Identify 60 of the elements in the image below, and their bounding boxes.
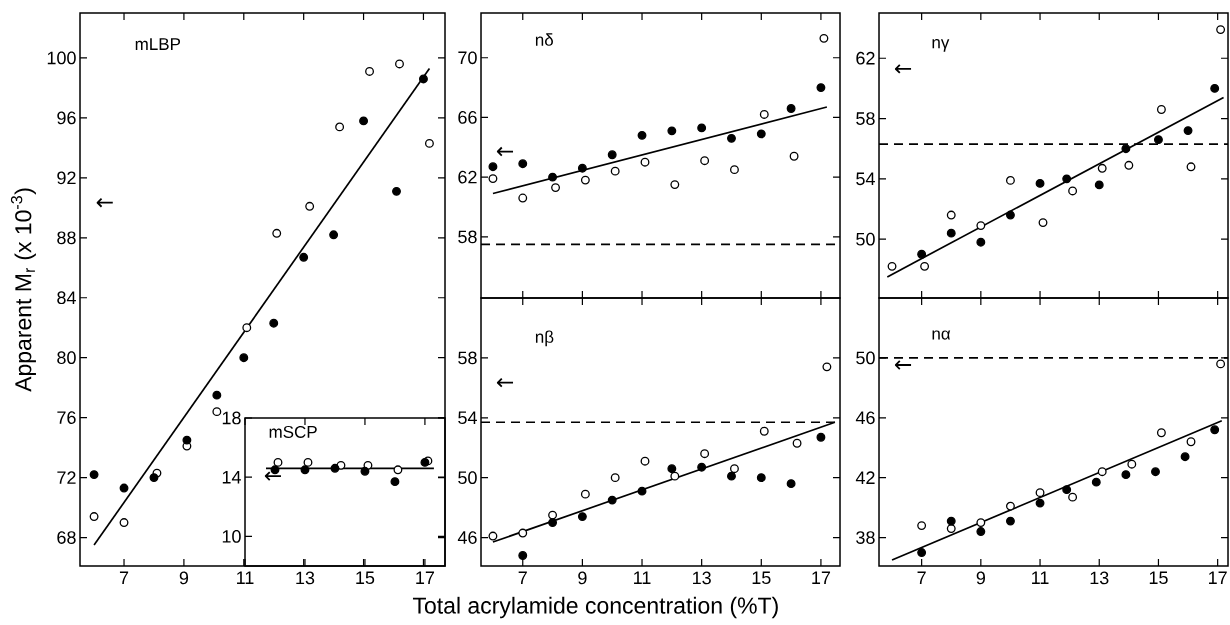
x-tick-label: 15 [356, 571, 375, 585]
x-tick-label: 15 [1149, 571, 1168, 585]
annotation: ← [496, 377, 514, 388]
x-tick-label: 17 [812, 571, 831, 584]
text: nα [932, 330, 951, 340]
annotation: ← [894, 360, 912, 370]
y-tick-label: 10 [222, 530, 241, 543]
x-tick-label: 11 [1032, 571, 1049, 584]
y-tick-label: 50 [458, 471, 477, 485]
y-tick-label: 46 [457, 531, 477, 544]
x-tick-label: 9 [976, 571, 985, 585]
x-axis-title: Total acrylamide concentration (%T) [412, 596, 778, 619]
y-tick-label: 14 [222, 471, 241, 484]
x-tick-label: 17 [416, 571, 435, 584]
x-tick-label: 9 [179, 571, 189, 585]
y-tick-label: 70 [458, 51, 477, 65]
text: mLBP [135, 38, 181, 50]
y-tick-label: 96 [57, 111, 76, 125]
x-tick-label: 11 [237, 571, 254, 584]
annotation: ← [496, 146, 514, 157]
annotation: ← [96, 197, 113, 208]
y-tick-label: 76 [57, 411, 76, 424]
text: nγ [932, 39, 950, 52]
y-tick-label: 80 [57, 351, 76, 365]
y-axis-title: Apparent M$_{r}$ (x 10$^{-3}$) [10, 188, 36, 392]
y-tick-label: 88 [57, 231, 76, 245]
chart-title: mSCP [269, 425, 317, 438]
annotation: ← [894, 64, 912, 74]
x-tick-label: 7 [119, 571, 129, 584]
x-tick-label: 13 [1090, 571, 1109, 585]
y-tick-label: 68 [57, 531, 76, 544]
y-tick-label: 100 [47, 51, 76, 65]
x-tick-label: 13 [693, 571, 711, 585]
x-tick-label: 7 [518, 571, 527, 584]
y-tick-label: 54 [458, 411, 477, 425]
y-tick-label: 38 [856, 531, 875, 544]
x-tick-label: 9 [578, 571, 587, 585]
x-tick-label: 15 [752, 571, 771, 585]
y-tick-label: 50 [856, 351, 875, 365]
y-tick-label: 58 [458, 230, 477, 244]
y-tick-label: 42 [855, 471, 875, 484]
y-tick-label: 58 [458, 351, 477, 365]
x-tick-label: 7 [917, 571, 926, 584]
x-tick-label: 11 [634, 571, 651, 584]
x-tick-label: 13 [296, 571, 315, 585]
y-tick-label: 92 [57, 171, 76, 185]
text: nδ [535, 33, 553, 46]
y-tick-label: 18 [222, 411, 241, 425]
y-tick-label: 66 [458, 111, 477, 124]
y-tick-label: 58 [856, 112, 875, 125]
y-tick-label: 54 [856, 172, 875, 186]
x-tick-label: 17 [1209, 571, 1227, 584]
y-tick-label: 84 [57, 291, 76, 305]
text: nβ [535, 330, 554, 347]
y-tick-label: 72 [57, 471, 76, 484]
y-tick-label: 62 [856, 51, 875, 65]
annotation: ← [264, 471, 281, 481]
y-tick-label: 50 [856, 232, 875, 246]
y-tick-label: 46 [855, 411, 875, 425]
y-tick-label: 62 [458, 170, 477, 184]
